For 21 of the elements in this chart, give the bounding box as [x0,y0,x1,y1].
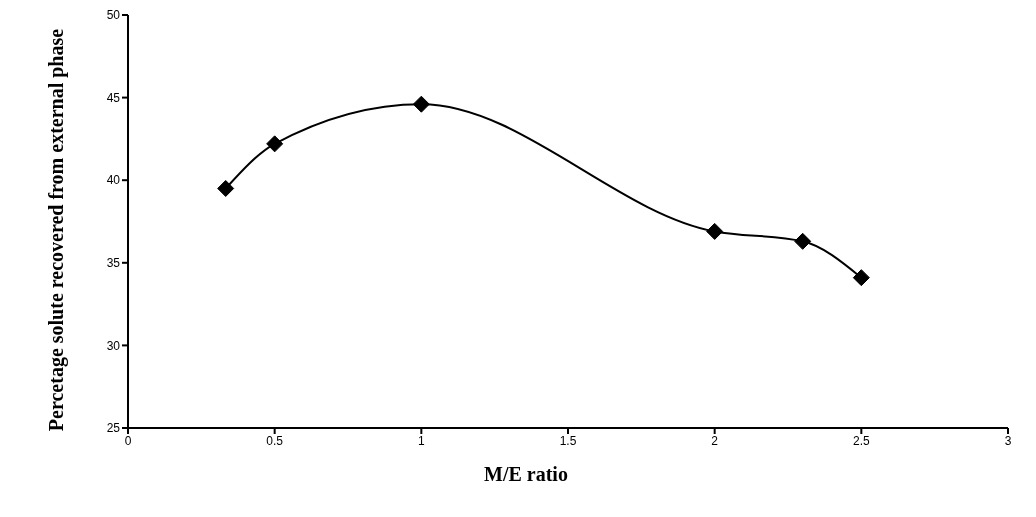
point [412,95,430,113]
point [706,222,724,240]
point [266,135,284,153]
x-tick-label: 2 [711,433,719,448]
point [852,269,870,287]
y-tick-label: 45 [106,90,121,105]
x-axis-title: M/E ratio [483,463,569,486]
x-tick-label: 0.5 [266,433,284,448]
x-tick-label: 1 [417,433,425,448]
x-tick-label: 1.5 [559,433,577,448]
y-tick-label: 25 [106,421,121,436]
y-tick-label: 30 [106,338,121,353]
x-tick-label: 2.5 [852,433,870,448]
y-tick-label: 50 [106,8,121,23]
y-axis-title: Percetage solute recovered from external phase [44,27,69,434]
point [794,232,812,250]
x-tick-label: 0 [124,433,132,448]
y-tick-label: 35 [106,256,121,271]
y-tick-label: 40 [106,173,121,188]
point [217,179,235,197]
x-tick-label: 3 [1004,433,1012,448]
